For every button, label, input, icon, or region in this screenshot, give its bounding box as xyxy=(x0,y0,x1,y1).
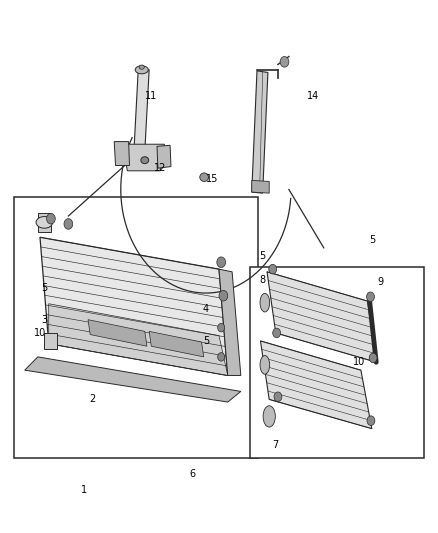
Text: 9: 9 xyxy=(378,278,384,287)
Polygon shape xyxy=(49,304,228,375)
FancyBboxPatch shape xyxy=(250,266,424,458)
Circle shape xyxy=(269,264,277,274)
Text: 5: 5 xyxy=(260,251,266,261)
Polygon shape xyxy=(25,357,241,402)
Text: 5: 5 xyxy=(369,235,375,245)
Circle shape xyxy=(369,353,377,363)
Ellipse shape xyxy=(141,157,149,164)
Text: 10: 10 xyxy=(353,357,365,367)
Ellipse shape xyxy=(260,293,270,312)
Text: 8: 8 xyxy=(260,275,266,285)
Text: 11: 11 xyxy=(145,91,157,101)
Polygon shape xyxy=(123,144,164,171)
Polygon shape xyxy=(219,269,241,375)
Circle shape xyxy=(64,219,73,229)
Ellipse shape xyxy=(200,173,208,181)
Text: 5: 5 xyxy=(203,336,209,346)
Ellipse shape xyxy=(139,65,145,69)
Polygon shape xyxy=(114,142,130,165)
Ellipse shape xyxy=(135,66,148,74)
Polygon shape xyxy=(149,332,204,357)
Circle shape xyxy=(274,392,282,401)
Text: 6: 6 xyxy=(190,469,196,479)
Polygon shape xyxy=(252,180,269,193)
Circle shape xyxy=(280,56,289,67)
Ellipse shape xyxy=(260,356,270,374)
Text: 4: 4 xyxy=(203,304,209,314)
Circle shape xyxy=(217,257,226,268)
Text: 14: 14 xyxy=(307,91,319,101)
Polygon shape xyxy=(134,70,149,152)
Circle shape xyxy=(273,328,281,338)
Polygon shape xyxy=(157,146,171,168)
Circle shape xyxy=(367,292,374,302)
FancyBboxPatch shape xyxy=(14,197,258,458)
Polygon shape xyxy=(267,272,376,362)
Ellipse shape xyxy=(36,216,53,228)
Polygon shape xyxy=(252,71,268,193)
Polygon shape xyxy=(261,341,372,429)
Text: 12: 12 xyxy=(154,163,166,173)
Polygon shape xyxy=(38,213,51,232)
Text: 7: 7 xyxy=(272,440,279,450)
Circle shape xyxy=(218,353,225,361)
Circle shape xyxy=(367,416,375,425)
Text: 5: 5 xyxy=(41,283,47,293)
Circle shape xyxy=(46,213,55,224)
Circle shape xyxy=(219,290,228,301)
Polygon shape xyxy=(44,333,57,349)
Text: 10: 10 xyxy=(34,328,46,338)
Text: 3: 3 xyxy=(41,314,47,325)
Text: 1: 1 xyxy=(81,485,87,495)
Text: 2: 2 xyxy=(89,394,95,405)
Circle shape xyxy=(218,324,225,332)
Text: 15: 15 xyxy=(206,174,219,184)
Ellipse shape xyxy=(263,406,276,427)
Polygon shape xyxy=(88,320,147,346)
Polygon shape xyxy=(40,237,228,375)
